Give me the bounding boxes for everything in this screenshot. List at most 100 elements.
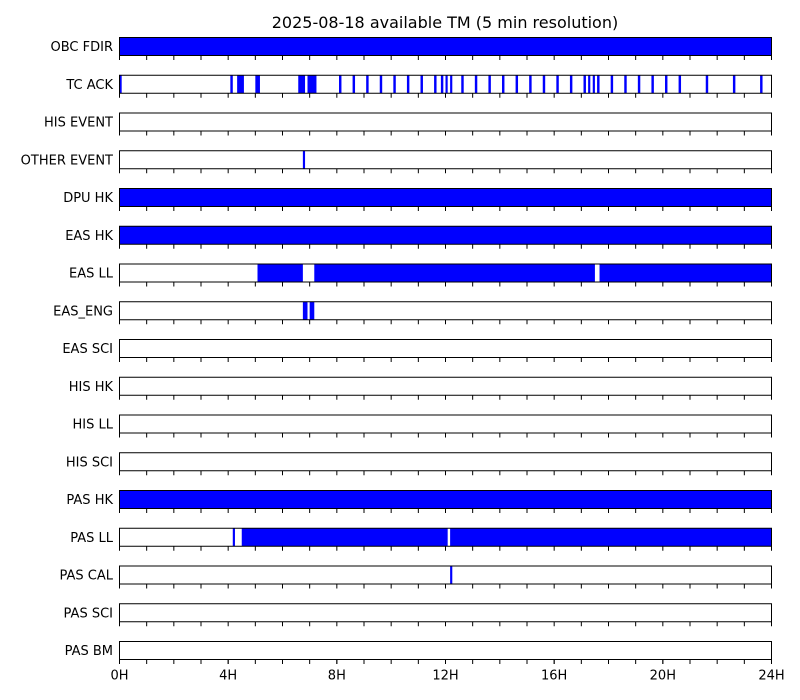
- row-frame: [119, 452, 772, 472]
- row-label: PAS SCI: [64, 606, 113, 621]
- rows-layer: OBC FDIR TC ACK HIS EVENT OTHER EVENT DPU HK…: [21, 37, 772, 664]
- availability-interval: [314, 264, 595, 282]
- availability-interval: [434, 75, 437, 94]
- availability-interval: [379, 75, 383, 94]
- availability-interval: [624, 75, 627, 94]
- availability-interval: [529, 75, 532, 94]
- x-axis: 0H 4H 8H 12H 16H 20H 24H: [110, 659, 785, 684]
- row-15: PAS CAL: [60, 565, 772, 589]
- availability-interval: [309, 301, 315, 320]
- row-8: EAS_ENG: [53, 301, 772, 325]
- x-tick-label: 20H: [650, 669, 676, 684]
- availability-interval: [232, 528, 235, 547]
- availability-interval: [474, 75, 478, 94]
- row-frame: [119, 339, 772, 358]
- row-frame: [119, 112, 772, 132]
- row-frame: [119, 641, 772, 660]
- availability-interval: [445, 75, 448, 94]
- availability-interval: [678, 75, 682, 94]
- row-label: EAS HK: [65, 229, 113, 244]
- availability-interval: [307, 75, 317, 94]
- row-frame: [119, 603, 772, 623]
- availability-interval: [119, 226, 772, 245]
- x-tick-label: 4H: [219, 669, 237, 684]
- availability-interval: [255, 75, 260, 94]
- row-6: EAS HK: [65, 225, 772, 249]
- row-1: OBC FDIR: [51, 37, 772, 60]
- row-label: PAS LL: [70, 531, 114, 546]
- row-frame: [119, 301, 772, 321]
- availability-interval: [119, 37, 772, 56]
- availability-interval: [705, 75, 709, 94]
- availability-interval: [298, 75, 306, 94]
- row-13: PAS HK: [66, 490, 772, 513]
- x-tick-label: 12H: [432, 669, 458, 684]
- row-7: EAS LL: [69, 263, 772, 287]
- row-14: PAS LL: [70, 527, 772, 551]
- availability-interval: [542, 75, 546, 94]
- row-frame: [119, 414, 772, 434]
- x-tick-label: 8H: [328, 669, 346, 684]
- availability-interval: [610, 75, 614, 94]
- row-label: PAS HK: [66, 493, 113, 508]
- availability-interval: [420, 75, 423, 94]
- availability-interval: [651, 75, 654, 94]
- x-tick-label: 16H: [541, 669, 567, 684]
- availability-interval: [597, 75, 600, 94]
- row-11: HIS LL: [73, 414, 772, 438]
- chart-title: 2025-08-18 available TM (5 min resolutio…: [272, 13, 618, 32]
- row-label: PAS BM: [65, 644, 113, 659]
- row-frame: [119, 565, 772, 585]
- availability-interval: [665, 75, 668, 94]
- availability-interval: [302, 301, 308, 320]
- row-4: OTHER EVENT: [21, 150, 772, 174]
- row-17: PAS BM: [65, 641, 772, 664]
- row-10: HIS HK: [69, 376, 772, 400]
- availability-interval: [302, 150, 306, 169]
- availability-interval: [592, 75, 595, 94]
- row-16: PAS SCI: [64, 603, 772, 627]
- row-frame: [119, 150, 772, 170]
- availability-interval: [352, 75, 356, 94]
- row-label: EAS SCI: [62, 342, 113, 357]
- availability-interval: [119, 490, 772, 509]
- x-tick-label: 0H: [110, 669, 128, 684]
- availability-interval: [515, 75, 519, 94]
- availability-interval: [556, 75, 559, 94]
- availability-interval: [461, 75, 464, 94]
- row-frame: [119, 376, 772, 396]
- row-label: OBC FDIR: [51, 40, 114, 55]
- row-label: HIS EVENT: [44, 116, 113, 131]
- availability-interval: [237, 75, 244, 94]
- row-label: EAS LL: [69, 267, 114, 282]
- availability-interval: [393, 75, 396, 94]
- availability-interval: [241, 528, 448, 547]
- availability-interval: [366, 75, 369, 94]
- row-label: PAS CAL: [60, 569, 114, 584]
- availability-interval: [760, 75, 763, 94]
- availability-interval: [450, 566, 453, 584]
- row-label: HIS HK: [69, 380, 114, 395]
- availability-interval: [599, 264, 772, 282]
- availability-interval: [502, 75, 505, 94]
- row-2: TC ACK: [65, 74, 772, 98]
- row-5: DPU HK: [63, 188, 772, 211]
- availability-interval: [339, 75, 342, 94]
- availability-interval: [257, 264, 303, 282]
- availability-interval: [732, 75, 736, 94]
- availability-interval: [406, 75, 410, 94]
- availability-interval: [450, 528, 772, 547]
- availability-interval: [583, 75, 586, 94]
- availability-interval: [569, 75, 573, 94]
- row-3: HIS EVENT: [44, 112, 772, 136]
- x-tick-label: 24H: [758, 669, 784, 684]
- row-label: DPU HK: [63, 191, 113, 206]
- availability-interval: [119, 188, 772, 207]
- row-label: HIS SCI: [66, 455, 113, 470]
- row-label: TC ACK: [65, 78, 113, 93]
- row-label: EAS_ENG: [53, 304, 113, 319]
- availability-interval: [440, 75, 444, 94]
- row-label: OTHER EVENT: [21, 153, 113, 168]
